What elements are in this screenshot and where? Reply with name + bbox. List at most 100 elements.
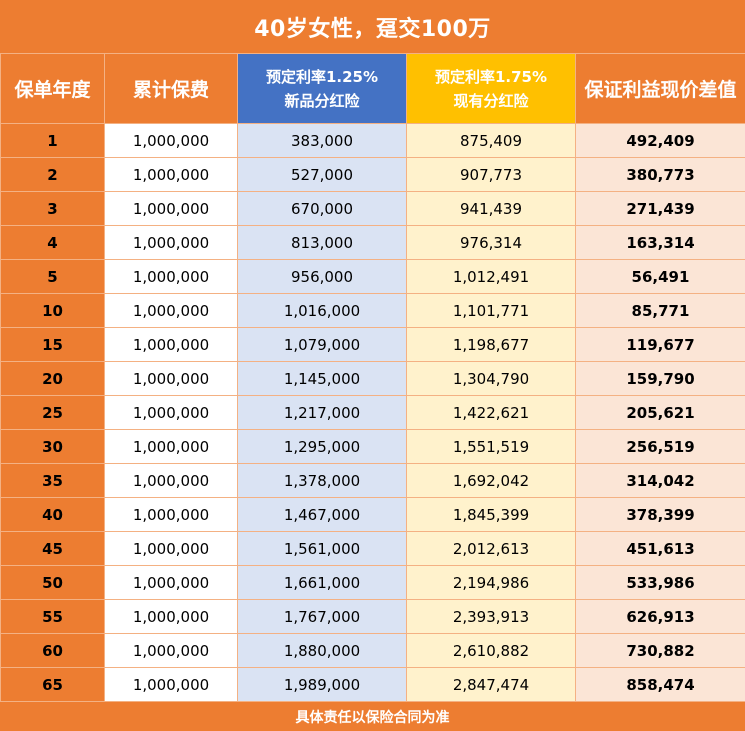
table-row: 3 1,000,000 670,000 941,439 271,439: [0, 191, 745, 226]
existing-product-value-cell: 1,198,677: [406, 327, 576, 362]
difference-value-cell: 205,621: [575, 395, 745, 430]
year-cell: 3: [0, 191, 105, 226]
table-row: 5 1,000,000 956,000 1,012,491 56,491: [0, 259, 745, 294]
existing-product-value-cell: 1,692,042: [406, 463, 576, 498]
table-row: 60 1,000,000 1,880,000 2,610,882 730,882: [0, 633, 745, 668]
header-cumulative-premium: 累计保费: [104, 53, 238, 124]
premium-cell: 1,000,000: [104, 633, 238, 668]
year-cell: 40: [0, 497, 105, 532]
existing-product-value-cell: 875,409: [406, 123, 576, 158]
new-product-value-cell: 383,000: [237, 123, 407, 158]
difference-value-cell: 56,491: [575, 259, 745, 294]
header-row: 保单年度 累计保费 预定利率1.25% 新品分红险 预定利率1.75% 现有分红…: [0, 53, 745, 124]
new-product-value-cell: 1,217,000: [237, 395, 407, 430]
premium-cell: 1,000,000: [104, 667, 238, 702]
difference-value-cell: 858,474: [575, 667, 745, 702]
header-old-name: 现有分红险: [453, 91, 529, 110]
comparison-table: 保单年度 累计保费 预定利率1.25% 新品分红险 预定利率1.75% 现有分红…: [0, 53, 745, 702]
year-cell: 25: [0, 395, 105, 430]
new-product-value-cell: 670,000: [237, 191, 407, 226]
difference-value-cell: 380,773: [575, 157, 745, 192]
difference-value-cell: 256,519: [575, 429, 745, 464]
year-cell: 45: [0, 531, 105, 566]
table-row: 25 1,000,000 1,217,000 1,422,621 205,621: [0, 395, 745, 430]
new-product-value-cell: 1,989,000: [237, 667, 407, 702]
difference-value-cell: 119,677: [575, 327, 745, 362]
difference-value-cell: 163,314: [575, 225, 745, 260]
new-product-value-cell: 1,079,000: [237, 327, 407, 362]
year-cell: 55: [0, 599, 105, 634]
header-old-rate: 预定利率1.75%: [434, 67, 548, 86]
new-product-value-cell: 1,295,000: [237, 429, 407, 464]
header-new-rate: 预定利率1.25%: [265, 67, 379, 86]
year-cell: 60: [0, 633, 105, 668]
table-row: 10 1,000,000 1,016,000 1,101,771 85,771: [0, 293, 745, 328]
difference-value-cell: 85,771: [575, 293, 745, 328]
table-row: 35 1,000,000 1,378,000 1,692,042 314,042: [0, 463, 745, 498]
existing-product-value-cell: 1,101,771: [406, 293, 576, 328]
year-cell: 2: [0, 157, 105, 192]
header-new-name: 新品分红险: [284, 91, 360, 110]
footer-note: 具体责任以保险合同为准: [0, 703, 745, 731]
premium-cell: 1,000,000: [104, 429, 238, 464]
premium-cell: 1,000,000: [104, 497, 238, 532]
difference-value-cell: 378,399: [575, 497, 745, 532]
page-title: 40岁女性，趸交100万: [0, 0, 745, 53]
premium-cell: 1,000,000: [104, 463, 238, 498]
existing-product-value-cell: 2,012,613: [406, 531, 576, 566]
year-cell: 65: [0, 667, 105, 702]
premium-cell: 1,000,000: [104, 565, 238, 600]
new-product-value-cell: 1,880,000: [237, 633, 407, 668]
table-row: 4 1,000,000 813,000 976,314 163,314: [0, 225, 745, 260]
premium-cell: 1,000,000: [104, 259, 238, 294]
premium-cell: 1,000,000: [104, 293, 238, 328]
table-row: 40 1,000,000 1,467,000 1,845,399 378,399: [0, 497, 745, 532]
premium-cell: 1,000,000: [104, 395, 238, 430]
table-row: 30 1,000,000 1,295,000 1,551,519 256,519: [0, 429, 745, 464]
difference-value-cell: 730,882: [575, 633, 745, 668]
header-guaranteed-difference: 保证利益现价差值: [575, 53, 745, 124]
new-product-value-cell: 1,767,000: [237, 599, 407, 634]
difference-value-cell: 492,409: [575, 123, 745, 158]
header-policy-year: 保单年度: [0, 53, 105, 124]
header-new-product: 预定利率1.25% 新品分红险: [237, 53, 407, 124]
existing-product-value-cell: 1,422,621: [406, 395, 576, 430]
year-cell: 5: [0, 259, 105, 294]
premium-cell: 1,000,000: [104, 531, 238, 566]
difference-value-cell: 271,439: [575, 191, 745, 226]
new-product-value-cell: 527,000: [237, 157, 407, 192]
new-product-value-cell: 1,467,000: [237, 497, 407, 532]
existing-product-value-cell: 941,439: [406, 191, 576, 226]
existing-product-value-cell: 1,012,491: [406, 259, 576, 294]
premium-cell: 1,000,000: [104, 123, 238, 158]
table-row: 65 1,000,000 1,989,000 2,847,474 858,474: [0, 667, 745, 702]
premium-cell: 1,000,000: [104, 225, 238, 260]
existing-product-value-cell: 2,847,474: [406, 667, 576, 702]
year-cell: 30: [0, 429, 105, 464]
new-product-value-cell: 1,661,000: [237, 565, 407, 600]
difference-value-cell: 451,613: [575, 531, 745, 566]
premium-cell: 1,000,000: [104, 191, 238, 226]
year-cell: 35: [0, 463, 105, 498]
premium-cell: 1,000,000: [104, 599, 238, 634]
new-product-value-cell: 813,000: [237, 225, 407, 260]
existing-product-value-cell: 2,194,986: [406, 565, 576, 600]
table-row: 1 1,000,000 383,000 875,409 492,409: [0, 123, 745, 158]
table-row: 55 1,000,000 1,767,000 2,393,913 626,913: [0, 599, 745, 634]
new-product-value-cell: 1,561,000: [237, 531, 407, 566]
difference-value-cell: 626,913: [575, 599, 745, 634]
table-row: 50 1,000,000 1,661,000 2,194,986 533,986: [0, 565, 745, 600]
new-product-value-cell: 956,000: [237, 259, 407, 294]
existing-product-value-cell: 976,314: [406, 225, 576, 260]
year-cell: 10: [0, 293, 105, 328]
header-existing-product: 预定利率1.75% 现有分红险: [406, 53, 576, 124]
premium-cell: 1,000,000: [104, 327, 238, 362]
premium-cell: 1,000,000: [104, 157, 238, 192]
new-product-value-cell: 1,016,000: [237, 293, 407, 328]
existing-product-value-cell: 1,304,790: [406, 361, 576, 396]
existing-product-value-cell: 1,845,399: [406, 497, 576, 532]
premium-cell: 1,000,000: [104, 361, 238, 396]
year-cell: 15: [0, 327, 105, 362]
difference-value-cell: 533,986: [575, 565, 745, 600]
